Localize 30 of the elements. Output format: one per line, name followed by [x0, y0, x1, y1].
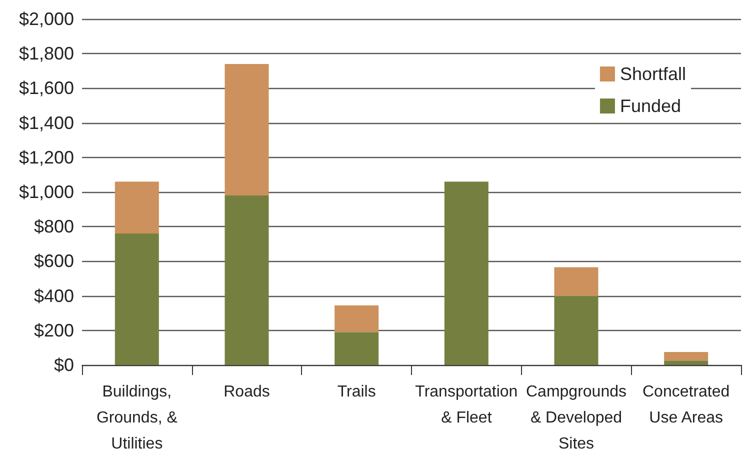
bar — [224, 195, 269, 365]
y-tick-label: $800 — [34, 216, 74, 237]
x-tick-label: Transportation & Fleet — [415, 384, 518, 426]
y-tick-label: $600 — [34, 251, 74, 272]
legend-label: Funded — [620, 96, 682, 116]
y-tick-label: $1,400 — [18, 112, 74, 133]
bar — [334, 332, 379, 365]
bar — [664, 360, 708, 365]
x-tick-label: Roads — [224, 384, 270, 400]
bar — [114, 182, 159, 234]
bar — [114, 234, 159, 365]
x-tick-label: Buildings, Grounds, & Utilities — [96, 384, 178, 452]
bar — [334, 305, 379, 332]
y-tick-label: $400 — [34, 286, 74, 306]
bar — [444, 182, 488, 365]
y-tick-label: $200 — [34, 320, 74, 340]
y-tick-label: $2,000 — [18, 9, 74, 29]
x-tick-label: Trails — [337, 384, 376, 400]
bar — [554, 267, 598, 296]
bar — [224, 64, 269, 196]
y-tick-label: $1,600 — [18, 78, 74, 98]
x-tick-label: Campgrounds & Developed Sites — [526, 384, 626, 452]
bar — [664, 352, 708, 361]
x-tick-label: Concetrated Use Areas — [642, 384, 730, 426]
y-tick-label: $1,800 — [18, 44, 74, 64]
bar — [554, 296, 598, 365]
y-tick-label: $0 — [54, 355, 74, 375]
legend-label: Shortfall — [620, 64, 686, 84]
y-tick-label: $1,200 — [18, 147, 74, 168]
y-tick-label: $1,000 — [18, 182, 74, 202]
